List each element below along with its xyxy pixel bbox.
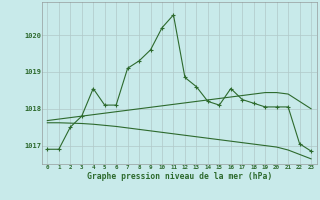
X-axis label: Graphe pression niveau de la mer (hPa): Graphe pression niveau de la mer (hPa) xyxy=(87,172,272,181)
